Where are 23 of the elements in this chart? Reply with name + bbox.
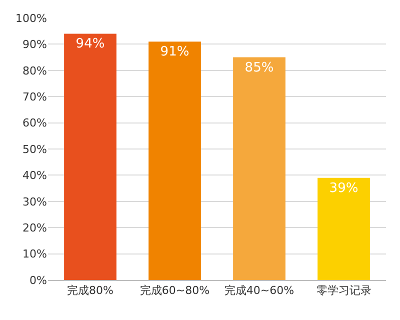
y-tick-label: 30%: [22, 195, 47, 208]
y-tick-label: 20%: [22, 221, 47, 234]
x-tick-label: 零学习记录: [316, 284, 372, 298]
x-tick-label: 完成60~80%: [140, 284, 210, 298]
data-label: 91%: [160, 44, 190, 60]
y-tick-label: 0%: [30, 274, 47, 287]
y-tick-label: 60%: [22, 116, 47, 130]
data-label: 94%: [76, 36, 105, 52]
bar: [318, 178, 370, 280]
y-tick-label: 90%: [22, 38, 47, 52]
y-tick-label: 100%: [16, 12, 47, 25]
bar: [64, 34, 116, 280]
data-label: 39%: [329, 180, 358, 196]
data-label: 85%: [244, 60, 274, 76]
bar: [233, 57, 286, 280]
x-tick-label: 完成80%: [67, 284, 114, 298]
y-tick-label: 70%: [22, 90, 47, 104]
y-tick-label: 10%: [22, 248, 47, 261]
y-tick-label: 50%: [22, 142, 47, 156]
y-tick-label: 80%: [22, 64, 47, 78]
x-tick-label: 完成40~60%: [224, 284, 294, 298]
bar: [148, 42, 201, 280]
y-tick-label: 40%: [22, 169, 47, 182]
